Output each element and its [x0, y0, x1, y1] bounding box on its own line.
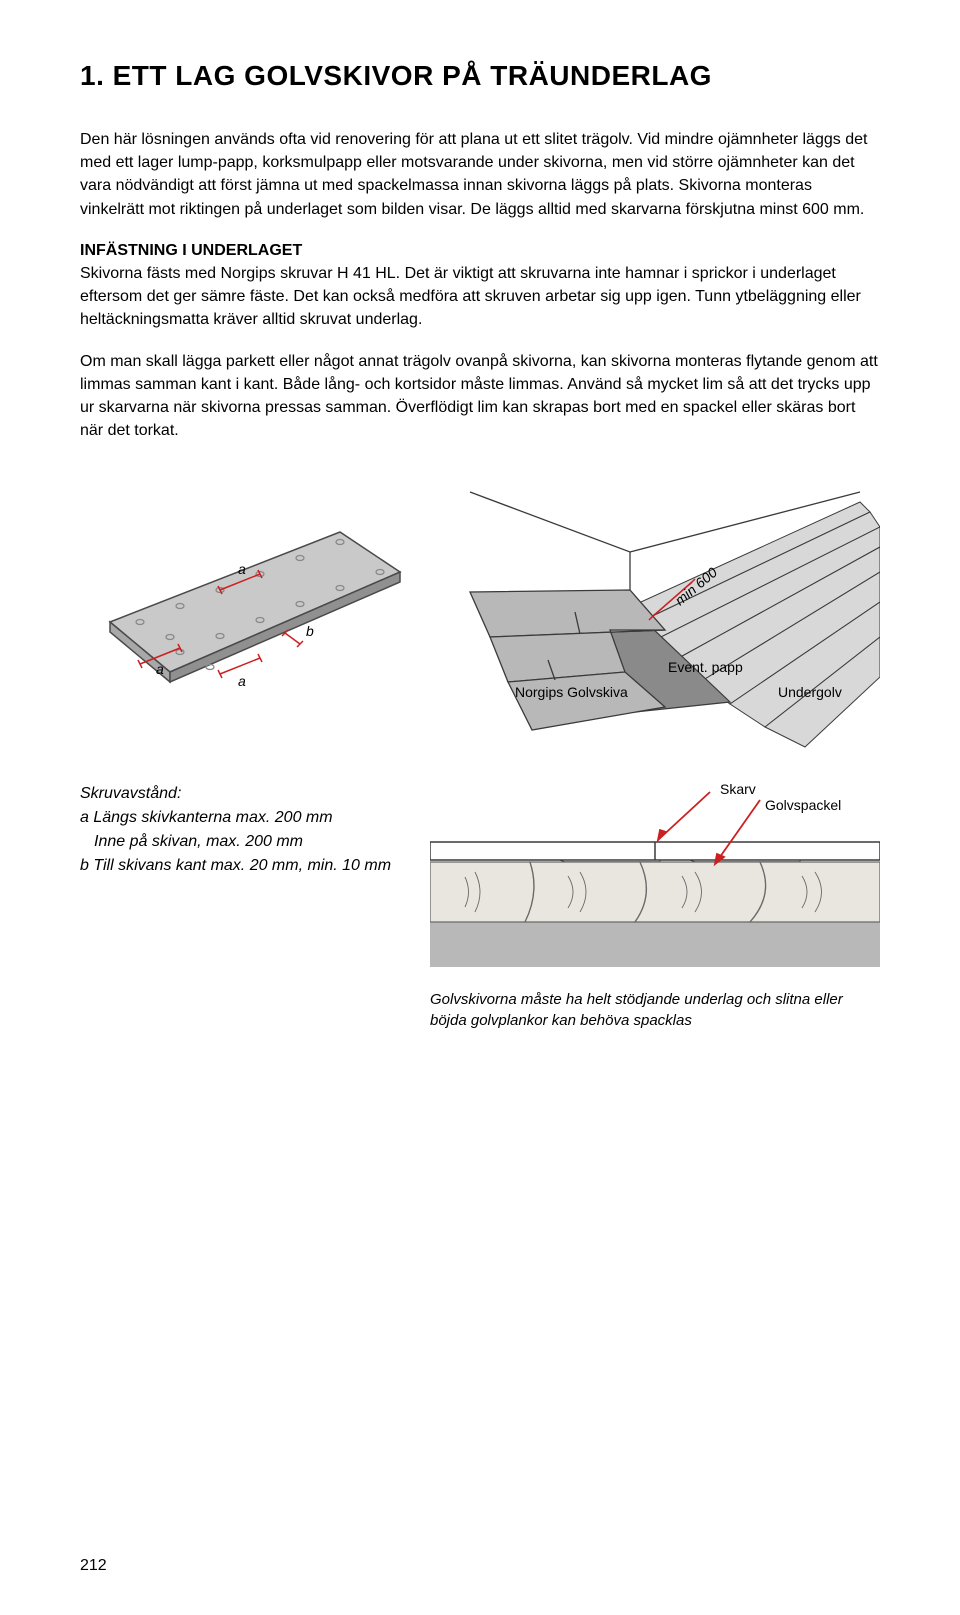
screw-distance-block: Skruvavstånd: a Längs skivkanterna max. …	[80, 782, 400, 878]
diagram-row: a b a a	[80, 472, 880, 752]
dim-label-a2: a	[156, 661, 164, 677]
dim-label-b: b	[306, 623, 314, 639]
parquet-paragraph: Om man skall lägga parkett eller något a…	[80, 350, 880, 443]
label-event-papp: Event. papp	[668, 659, 743, 675]
dim-label-a: a	[238, 561, 246, 577]
board-diagram: a b a a	[80, 472, 410, 732]
dim-label-a3: a	[238, 673, 246, 689]
fastening-paragraph: INFÄSTNING I UNDERLAGET Skivorna fästs m…	[80, 239, 880, 332]
screw-dist-title: Skruvavstånd:	[80, 782, 400, 806]
skarv-diagram-wrap: Skarv Golvspackel Golvskivorna måste ha …	[430, 782, 880, 1049]
diagram3-caption: Golvskivorna måste ha helt stödjande und…	[430, 989, 880, 1031]
screw-dist-inner: Inne på skivan, max. 200 mm	[80, 830, 400, 854]
page-number: 212	[80, 1557, 107, 1575]
page-title: 1. ETT LAG GOLVSKIVOR PÅ TRÄUNDERLAG	[80, 60, 880, 92]
screw-dist-b: b Till skivans kant max. 20 mm, min. 10 …	[80, 854, 400, 878]
fastening-text: Skivorna fästs med Norgips skruvar H 41 …	[80, 265, 861, 328]
bottom-row: Skruvavstånd: a Längs skivkanterna max. …	[80, 782, 880, 1049]
section-subhead: INFÄSTNING I UNDERLAGET	[80, 242, 302, 259]
room-diagram: min 600 Norgips Golvskiva Event. papp Un…	[430, 472, 880, 752]
label-golvspackel: Golvspackel	[765, 797, 841, 813]
label-skarv: Skarv	[720, 782, 756, 797]
label-norgips: Norgips Golvskiva	[515, 684, 628, 700]
intro-paragraph: Den här lösningen används ofta vid renov…	[80, 128, 880, 221]
screw-dist-a: a Längs skivkanterna max. 200 mm	[80, 806, 400, 830]
label-undergolv: Undergolv	[778, 684, 842, 700]
skarv-diagram: Skarv Golvspackel	[430, 782, 880, 972]
